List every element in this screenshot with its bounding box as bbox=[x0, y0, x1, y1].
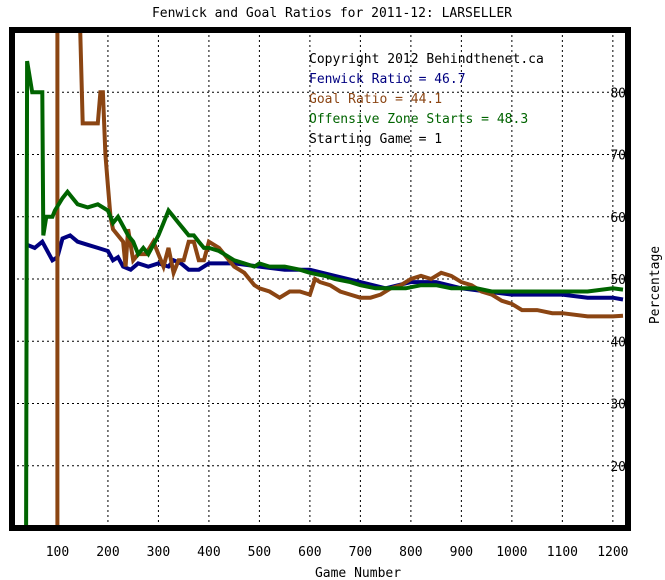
y-tick-label: 60 bbox=[610, 211, 626, 226]
annotation-block: Copyright 2012 Behindthenet.ca Fenwick Ra… bbox=[309, 52, 544, 147]
y-tick-label: 30 bbox=[610, 398, 626, 413]
tick-labels: 20 30 40 50 60 70 80 100 200 300 400 500 600 700 800 90… bbox=[46, 86, 629, 560]
grid bbox=[12, 30, 628, 528]
x-tick-label: 200 bbox=[96, 545, 119, 560]
series-lines bbox=[24, 30, 624, 528]
x-tick-label: 700 bbox=[349, 545, 372, 560]
x-tick-label: 400 bbox=[197, 545, 220, 560]
x-tick-label: 800 bbox=[399, 545, 422, 560]
x-tick-label: 100 bbox=[46, 545, 69, 560]
x-tick-label: 300 bbox=[147, 545, 170, 560]
x-tick-label: 1000 bbox=[496, 545, 527, 560]
plot-frame bbox=[9, 27, 631, 531]
annotation-line: Fenwick Ratio = 46.7 bbox=[309, 72, 466, 87]
x-tick-label: 1100 bbox=[547, 545, 578, 560]
x-tick-label: 600 bbox=[298, 545, 321, 560]
y-tick-label: 80 bbox=[610, 86, 626, 101]
y-axis-label: Percentage bbox=[648, 246, 663, 324]
x-axis-label: Game Number bbox=[315, 566, 401, 580]
y-tick-label: 40 bbox=[610, 335, 626, 350]
annotation-line: Offensive Zone Starts = 48.3 bbox=[309, 112, 528, 127]
y-tick-label: 50 bbox=[610, 273, 626, 288]
x-tick-label: 900 bbox=[450, 545, 473, 560]
chart-title: Fenwick and Goal Ratios for 2011-12: LAR… bbox=[152, 6, 512, 21]
series-goal-ratio-line bbox=[55, 30, 624, 528]
annotation-line: Starting Game = 1 bbox=[309, 132, 442, 147]
x-tick-label: 500 bbox=[248, 545, 271, 560]
y-tick-label: 70 bbox=[610, 149, 626, 164]
annotation-line: Copyright 2012 Behindthenet.ca bbox=[309, 52, 544, 67]
x-tick-label: 1200 bbox=[597, 545, 628, 560]
annotation-line: Goal Ratio = 44.1 bbox=[309, 92, 442, 107]
series-offensive-zone-starts-line bbox=[24, 60, 624, 528]
y-tick-label: 20 bbox=[610, 460, 626, 475]
